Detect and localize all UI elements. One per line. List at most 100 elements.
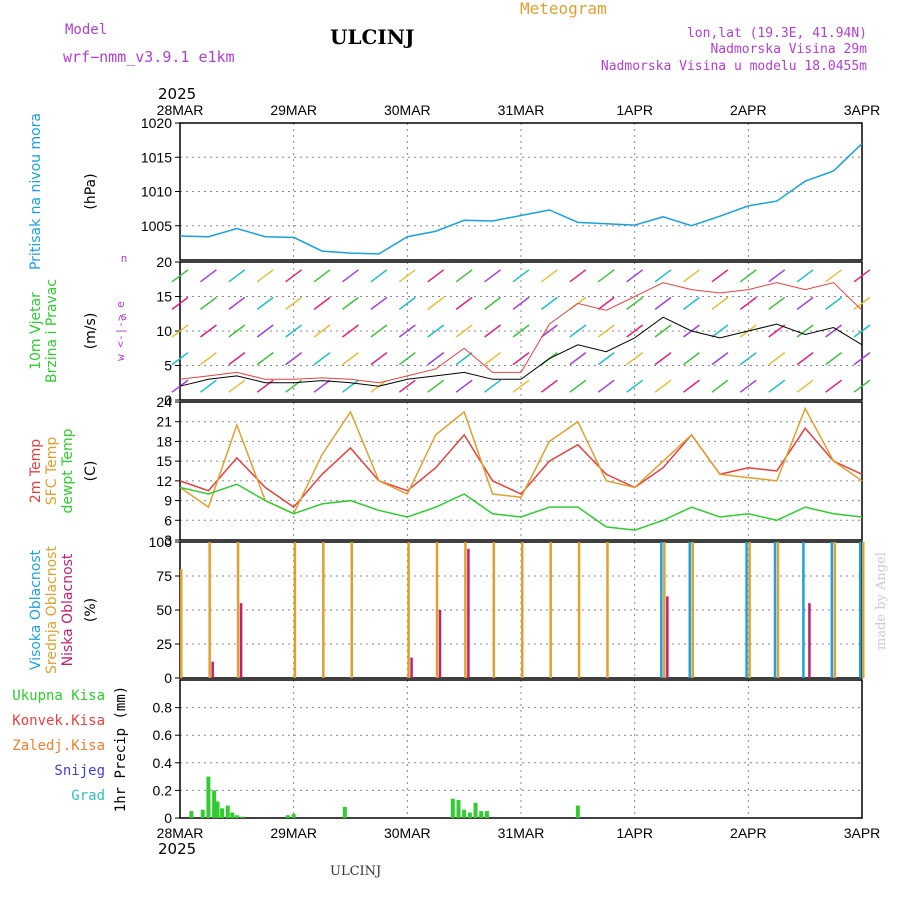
panel-label-3-1: Srednja Oblacnost	[44, 546, 60, 674]
cloud-bar	[492, 542, 496, 678]
cloud-bar	[745, 542, 748, 678]
wind-barb	[825, 324, 843, 338]
wind-barb	[285, 352, 303, 366]
wind-barb	[484, 379, 502, 393]
x-tick-bottom: 28MAR	[157, 825, 204, 841]
cloud-bar	[773, 542, 777, 678]
wind-barb	[626, 324, 644, 338]
wind-barb	[398, 324, 416, 338]
wind-barb	[853, 379, 871, 393]
wind-barb	[370, 269, 388, 283]
precip-legend-0: Ukupna Kisa	[12, 688, 105, 704]
panel-unit-2: (C)	[83, 461, 99, 482]
wind-barb	[313, 324, 331, 338]
precip-bar	[342, 806, 347, 818]
wind-barb	[256, 379, 274, 393]
wind-barb	[768, 379, 786, 393]
precip-bar	[285, 815, 290, 818]
wind-barb	[711, 269, 729, 283]
wind-barb	[256, 324, 274, 338]
y-tick-label: 15	[156, 289, 172, 305]
cloud-bar	[691, 542, 694, 678]
precip-bar	[291, 813, 296, 818]
wind-barb	[455, 296, 473, 310]
wind-barb	[796, 379, 814, 393]
wind-barb	[711, 379, 729, 393]
wind-barb	[228, 379, 246, 393]
wind-barb	[171, 352, 189, 366]
wind-barb	[342, 379, 359, 393]
wind-barb	[256, 269, 274, 283]
panel-frame	[179, 679, 863, 819]
x-tick-bottom: 3APR	[844, 825, 881, 841]
wind-barb	[825, 269, 843, 283]
y-tick-label: 10	[156, 323, 172, 339]
cloud-bar	[467, 548, 470, 678]
cloud-bar	[521, 542, 524, 678]
precip-bar	[479, 811, 484, 818]
precip-unit: 1hr Precip (mm)	[113, 686, 129, 812]
x-tick-bottom: 1APR	[616, 825, 653, 841]
wind-barb	[455, 324, 473, 338]
cloud-bar	[606, 542, 609, 678]
wind-barb	[796, 352, 814, 366]
panel-label-3-2: Niska Oblacnost	[60, 553, 76, 666]
panel-label-3-0: Visoka Oblacnost	[28, 549, 44, 670]
wind-barb	[825, 379, 843, 393]
wind-barb	[853, 269, 871, 283]
x-tick-top: 30MAR	[384, 102, 431, 118]
wind-barb	[569, 269, 587, 283]
y-tick-label: 3	[164, 532, 172, 548]
cloud-bar	[236, 542, 240, 678]
wind-barb	[171, 269, 189, 283]
precip-bar	[189, 811, 194, 818]
cloud-bar	[802, 542, 805, 678]
wind-barb	[540, 324, 558, 338]
wind-barb	[569, 379, 587, 393]
wind-barb	[654, 269, 672, 283]
cloud-bar	[663, 542, 666, 678]
cloud-bar	[293, 542, 297, 678]
wind-barb	[853, 352, 871, 366]
x-tick-bottom: 30MAR	[384, 825, 431, 841]
wind-barb	[654, 324, 672, 338]
wind-barb	[370, 324, 388, 338]
wind-barb	[398, 379, 416, 393]
cloud-bar	[464, 542, 467, 678]
wind-barb	[285, 296, 303, 310]
wind-barb	[484, 296, 502, 310]
cloud-bar	[577, 542, 581, 678]
cloud-bar	[208, 542, 211, 678]
wind-barb	[540, 379, 558, 393]
wind-barb	[398, 269, 416, 283]
year-top: 2025	[158, 85, 196, 103]
wind-barb	[484, 269, 502, 283]
wind-barb	[796, 296, 814, 310]
cloud-bar	[808, 603, 811, 678]
cloud-bar	[435, 542, 439, 678]
wind-barb	[683, 352, 700, 366]
lonlat-label: lon,lat (19.3E, 41.94N)	[687, 26, 867, 41]
panel-label-2-2: dewpt Temp	[60, 428, 76, 513]
wind-barb	[455, 379, 473, 393]
cloud-bar	[322, 542, 325, 678]
wind-barb	[512, 352, 530, 366]
wind-barb	[313, 296, 331, 310]
wind-speed-line	[179, 316, 863, 387]
wind-barb	[427, 296, 445, 310]
wind-barb	[626, 296, 644, 310]
y-tick-label: 0.2	[153, 782, 173, 798]
wind-barb	[256, 296, 274, 310]
y-tick-label: 21	[156, 414, 172, 430]
precip-bar	[220, 808, 225, 818]
cloud-bar	[239, 603, 243, 678]
wind-barb	[199, 324, 217, 338]
wind-barb	[540, 296, 558, 310]
precip-bar	[215, 801, 220, 818]
model-name: wrf−nmm_v3.9.1 e1km	[63, 48, 235, 66]
wind-barb	[342, 352, 359, 366]
cloud-bar	[438, 610, 442, 678]
cloud-bar	[410, 657, 413, 678]
x-tick-top: 1APR	[616, 102, 653, 118]
